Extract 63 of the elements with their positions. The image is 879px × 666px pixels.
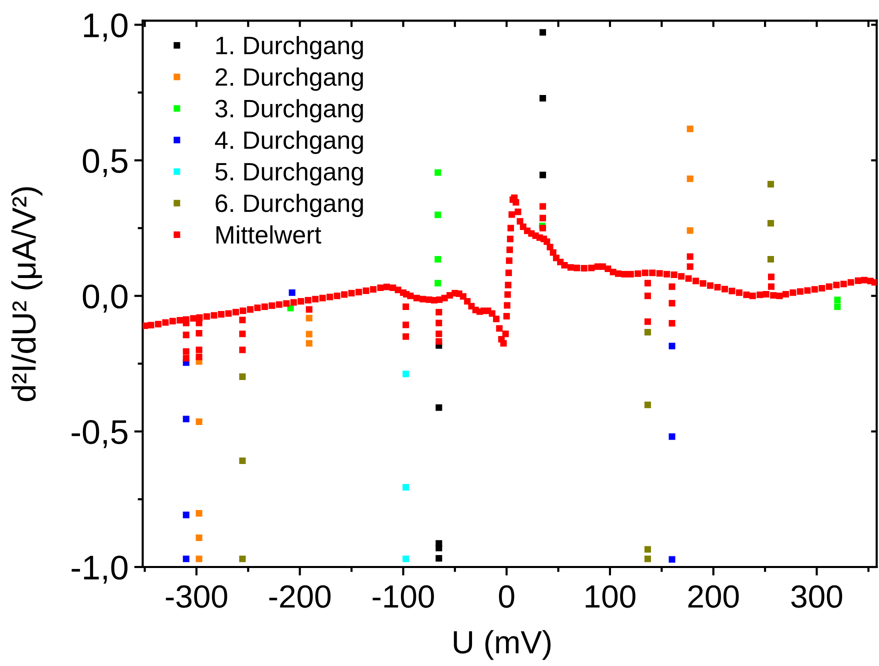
x-axis-title: U (mV) bbox=[454, 630, 551, 660]
y-tick-label: 0,5 bbox=[82, 148, 128, 178]
point bbox=[668, 433, 676, 440]
point bbox=[306, 314, 312, 322]
y-axis-title: d²I/dU² (μA/V²) bbox=[11, 187, 42, 402]
point bbox=[182, 416, 190, 422]
point bbox=[196, 556, 202, 562]
point bbox=[402, 556, 410, 562]
point bbox=[686, 126, 694, 132]
point bbox=[239, 457, 246, 464]
point bbox=[767, 256, 774, 263]
point bbox=[668, 556, 676, 563]
point bbox=[644, 556, 651, 562]
x-tick-label: 300 bbox=[791, 585, 842, 608]
point bbox=[239, 373, 246, 380]
legend-label: 2. Durchgang bbox=[216, 68, 363, 91]
point bbox=[434, 280, 442, 286]
legend-label: 1. Durchgang bbox=[216, 36, 363, 60]
point bbox=[540, 29, 546, 36]
x-tick-label: -300 bbox=[166, 585, 228, 608]
y-tick-label: 1,0 bbox=[84, 13, 128, 42]
point bbox=[644, 402, 651, 408]
point bbox=[196, 510, 202, 517]
x-tick-label: -200 bbox=[269, 585, 331, 608]
point bbox=[436, 544, 442, 552]
point bbox=[644, 546, 651, 553]
point bbox=[767, 220, 774, 226]
point bbox=[434, 256, 442, 263]
point bbox=[668, 342, 676, 350]
point bbox=[436, 555, 442, 562]
y-tick-label: -1,0 bbox=[72, 556, 128, 584]
point bbox=[686, 175, 694, 182]
x-tick-label: -100 bbox=[372, 585, 434, 608]
point bbox=[306, 330, 312, 338]
legend-label: 6. Durchgang bbox=[216, 194, 363, 218]
legend-label: 4. Durchgang bbox=[214, 130, 363, 154]
legend-label: Mittelwert bbox=[216, 225, 322, 244]
point bbox=[434, 212, 442, 218]
point bbox=[644, 328, 651, 336]
point bbox=[434, 169, 442, 176]
y-tick-label: -0,5 bbox=[72, 420, 128, 448]
y-tick-label: 0,0 bbox=[82, 284, 128, 313]
point bbox=[540, 172, 546, 178]
point bbox=[182, 556, 190, 562]
point bbox=[402, 370, 410, 378]
point bbox=[834, 303, 841, 310]
legend-label: 5. Durchgang bbox=[215, 162, 363, 186]
x-tick-label: 200 bbox=[688, 585, 739, 608]
point bbox=[182, 512, 190, 518]
point bbox=[402, 484, 410, 491]
point bbox=[767, 180, 774, 188]
point bbox=[196, 534, 202, 541]
point bbox=[306, 340, 312, 347]
point bbox=[436, 404, 442, 411]
point bbox=[196, 418, 202, 425]
legend-label: 3. Durchgang bbox=[215, 99, 363, 122]
point bbox=[686, 227, 694, 234]
x-tick-label: 100 bbox=[586, 585, 636, 608]
point bbox=[834, 296, 841, 304]
point bbox=[288, 289, 296, 296]
point bbox=[239, 556, 246, 562]
point bbox=[540, 94, 546, 102]
x-tick-label: 0 bbox=[498, 585, 514, 608]
